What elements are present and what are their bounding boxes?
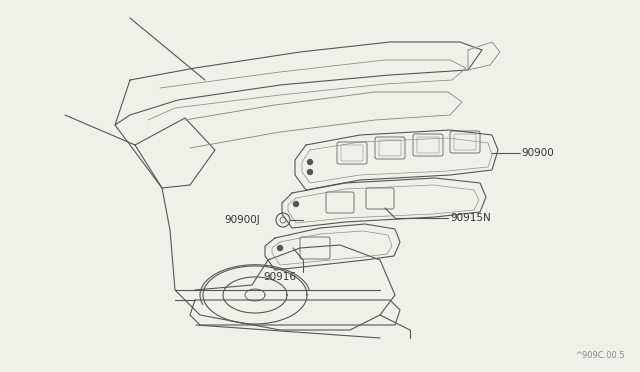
Circle shape [307,170,312,174]
Text: 90900: 90900 [521,148,554,158]
Text: 90916: 90916 [264,272,296,282]
Circle shape [278,246,282,250]
Text: 90900J: 90900J [224,215,260,225]
Text: ^909C.00.5: ^909C.00.5 [575,351,625,360]
Circle shape [307,160,312,164]
Text: 90915N: 90915N [450,213,491,223]
Circle shape [294,202,298,206]
